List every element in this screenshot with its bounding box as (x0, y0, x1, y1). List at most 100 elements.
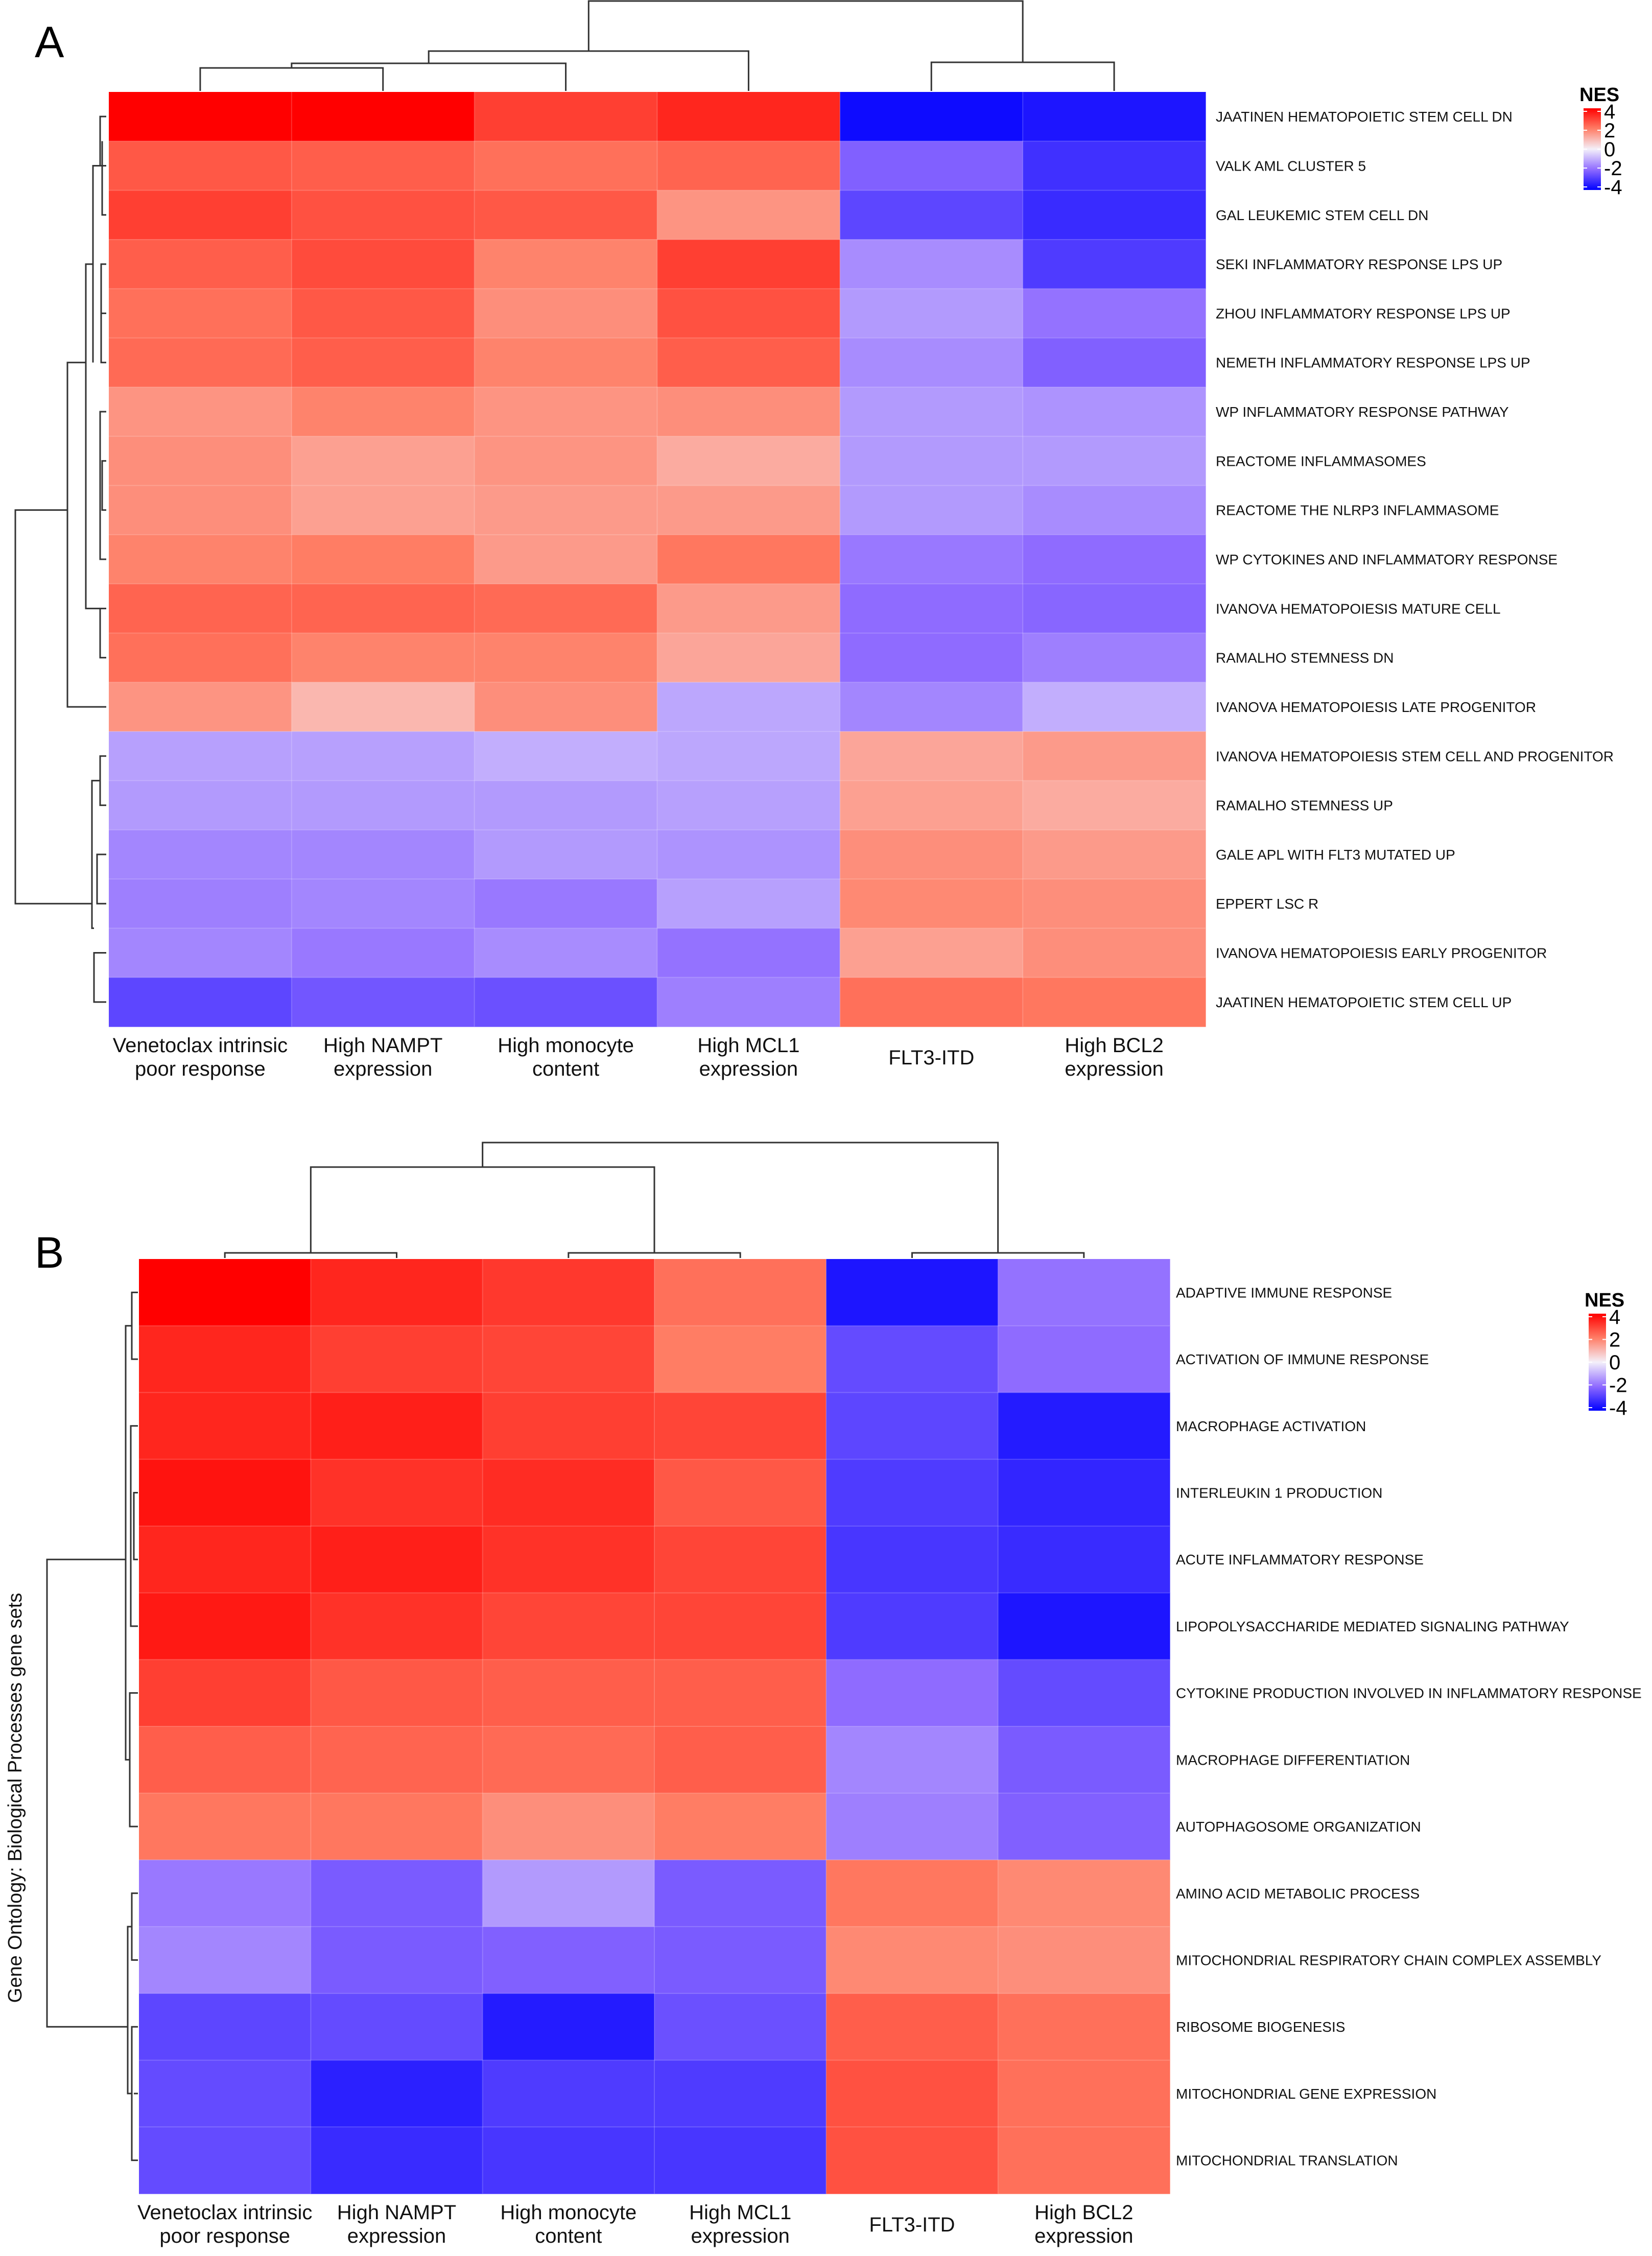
dendrogram-branch (199, 67, 384, 91)
heatmap-cell (474, 239, 658, 289)
row-label: INTERLEUKIN 1 PRODUCTION (1176, 1485, 1383, 1501)
heatmap-cell (482, 1259, 655, 1326)
heatmap-cell (311, 1993, 483, 2061)
heatmap-cell (998, 1860, 1170, 1927)
heatmap-cell (840, 338, 1023, 388)
heatmap-cell (657, 829, 840, 880)
heatmap-cell (291, 338, 475, 388)
legend-tick-label: 2 (1609, 1329, 1620, 1351)
dendrogram-branch (101, 141, 106, 216)
heatmap-cell (311, 1793, 483, 1860)
heatmap-cell (109, 338, 292, 388)
heatmap-cell (1023, 338, 1206, 388)
heatmap-cell (474, 584, 658, 634)
heatmap-cell (998, 1526, 1170, 1594)
heatmap-cell (474, 780, 658, 830)
heatmap-cell (139, 1392, 311, 1460)
legend-tick-label: 2 (1604, 120, 1615, 142)
heatmap-cell (1023, 829, 1206, 880)
row-label: GALE APL WITH FLT3 MUTATED UP (1216, 847, 1455, 863)
heatmap-cell (657, 977, 840, 1027)
dendrogram-branch (568, 1252, 741, 1258)
heatmap-cell (474, 928, 658, 978)
heatmap-cell (139, 1860, 311, 1927)
heatmap-cell (657, 289, 840, 339)
dendrogram-branch (131, 1892, 138, 1961)
heatmap-cell (311, 1459, 483, 1527)
row-label: SEKI INFLAMMATORY RESPONSE LPS UP (1216, 256, 1502, 272)
heatmap-cell (139, 1459, 311, 1527)
row-label: CYTOKINE PRODUCTION INVOLVED IN INFLAMMA… (1176, 1685, 1642, 1701)
heatmap-cell (826, 2127, 999, 2194)
heatmap-cell (482, 1726, 655, 1794)
heatmap-cell (654, 2127, 827, 2194)
legend-tick-label: -4 (1604, 176, 1622, 199)
heatmap-cell (311, 1726, 483, 1794)
heatmap-cell (998, 1593, 1170, 1660)
heatmap-cell (291, 387, 475, 437)
heatmap-cell (657, 190, 840, 240)
heatmap-cell (474, 977, 658, 1027)
dendrogram-branch (131, 1291, 138, 1360)
heatmap-cell (840, 633, 1023, 683)
heatmap-cell (474, 633, 658, 683)
heatmap-cell (1023, 92, 1206, 141)
heatmap-cell (657, 436, 840, 486)
heatmap-cell (139, 1793, 311, 1860)
heatmap-cell (840, 190, 1023, 240)
heatmap-cell (657, 879, 840, 929)
row-label: RAMALHO STEMNESS UP (1216, 798, 1393, 814)
heatmap-cell (139, 1659, 311, 1727)
heatmap-cell (840, 534, 1023, 584)
heatmap-cell (826, 1927, 999, 1994)
column-label: High monocyte content (500, 2201, 636, 2247)
heatmap-cell (474, 829, 658, 880)
heatmap-cell (998, 1993, 1170, 2061)
row-label: MACROPHAGE ACTIVATION (1176, 1418, 1366, 1434)
dendrogram-branch (66, 362, 106, 708)
dendrogram-branch (14, 509, 92, 905)
heatmap-cell (109, 534, 292, 584)
heatmap-cell (291, 485, 475, 535)
heatmap-cell (826, 1726, 999, 1794)
heatmap-cell (474, 485, 658, 535)
dendrogram-branch (310, 1166, 655, 1253)
heatmap-cell (482, 1526, 655, 1594)
panel-b-row-labels: ADAPTIVE IMMUNE RESPONSE ACTIVATION OF IM… (1176, 1285, 1642, 2168)
heatmap-cell (311, 1259, 483, 1326)
heatmap-cell (1023, 731, 1206, 781)
heatmap-cell (654, 1392, 827, 1460)
row-label: RAMALHO STEMNESS DN (1216, 650, 1394, 666)
heatmap-cell (840, 829, 1023, 880)
heatmap-cell (657, 338, 840, 388)
heatmap-cell (657, 239, 840, 289)
heatmap-cell (139, 1325, 311, 1393)
heatmap-cell (109, 584, 292, 634)
heatmap-cell (109, 928, 292, 978)
heatmap-cell (654, 1927, 827, 1994)
legend-tick-label: -4 (1609, 1397, 1627, 1419)
dendrogram-branch (130, 1425, 138, 1627)
heatmap-cell (1023, 141, 1206, 191)
heatmap-cell (109, 485, 292, 535)
heatmap-cell (482, 1459, 655, 1527)
dendrogram-branch (91, 779, 100, 929)
heatmap-cell (998, 1459, 1170, 1527)
heatmap-cell (998, 1659, 1170, 1727)
column-label: FLT3-ITD (869, 2214, 955, 2236)
panel-b-letter: B (35, 1228, 64, 1277)
heatmap-cell (311, 1392, 483, 1460)
heatmap-cell (840, 584, 1023, 634)
heatmap-cell (840, 239, 1023, 289)
legend-tick-label: 4 (1604, 101, 1615, 123)
row-label: GAL LEUKEMIC STEM CELL DN (1216, 207, 1428, 223)
heatmap-cell (826, 1259, 999, 1326)
heatmap-cell (474, 682, 658, 732)
heatmap-cell (654, 1325, 827, 1393)
heatmap-cell (109, 92, 292, 141)
row-label: RIBOSOME BIOGENESIS (1176, 2019, 1345, 2035)
dendrogram-branch (482, 1142, 999, 1253)
heatmap-cell (657, 780, 840, 830)
heatmap-cell (474, 92, 658, 141)
heatmap-cell (1023, 289, 1206, 339)
